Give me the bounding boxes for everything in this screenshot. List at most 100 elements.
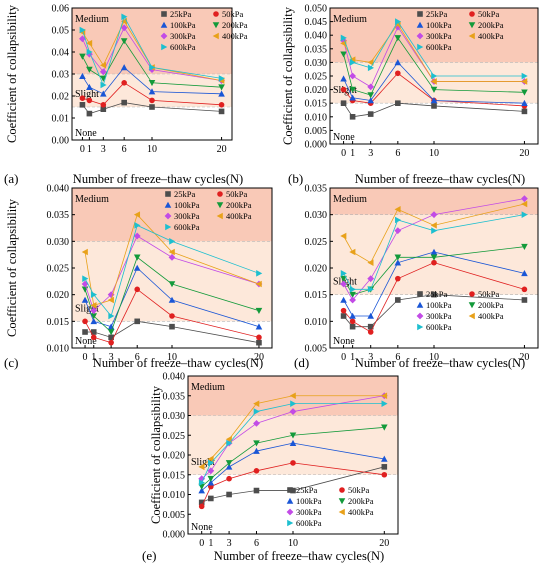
x-tick-label: 6 <box>254 538 259 549</box>
data-point-100kPa <box>340 296 347 303</box>
y-axis-label: Coefficient of collapsibility <box>281 6 295 145</box>
data-point-25kPa <box>134 318 141 325</box>
data-point-200kPa <box>90 313 98 320</box>
legend-label-100kPa: 100kPa <box>174 200 200 210</box>
data-point-400kPa <box>86 39 93 47</box>
legend-marker-600kPa <box>417 323 424 331</box>
data-point-100kPa <box>289 439 297 446</box>
x-tick-label: 3 <box>109 352 114 363</box>
y-tick-label: 0.035 <box>47 210 70 221</box>
legend-marker-25kPa <box>161 11 167 17</box>
legend-label-200kPa: 200kPa <box>226 200 252 210</box>
legend-label-300kPa: 300kPa <box>426 311 452 321</box>
legend-marker-100kPa <box>416 301 424 308</box>
legend-label-100kPa: 100kPa <box>296 496 322 506</box>
x-tick-label: 3 <box>227 538 232 549</box>
data-point-50kPa <box>256 334 262 341</box>
legend-marker-200kPa <box>468 22 476 29</box>
series-line-600kPa <box>82 15 222 87</box>
data-point-200kPa <box>253 440 260 447</box>
data-point-300kPa <box>207 467 215 475</box>
data-point-200kPa <box>521 243 528 250</box>
y-tick-label: 0.010 <box>163 490 186 501</box>
legend-marker-400kPa <box>468 32 475 40</box>
series-line-100kPa <box>82 66 222 95</box>
legend: 25kPa 50kPa 100kPa 200kPa 300kPa 400kPa 600kPa <box>160 9 248 52</box>
x-tick-label: 0 <box>341 148 346 159</box>
data-point-400kPa <box>198 463 205 471</box>
data-point-100kPa <box>133 264 141 271</box>
data-point-100kPa <box>81 296 89 303</box>
y-tick-label: 0.035 <box>163 391 186 402</box>
data-point-50kPa <box>134 286 141 293</box>
legend-marker-100kPa <box>160 21 168 28</box>
data-point-600kPa <box>100 81 107 89</box>
data-point-100kPa <box>381 455 388 462</box>
data-point-400kPa <box>521 78 528 85</box>
data-point-25kPa <box>340 100 347 106</box>
series-line-50kPa <box>201 462 385 507</box>
zone-label-slight: Slight <box>75 89 99 100</box>
legend-label-600kPa: 600kPa <box>170 42 196 52</box>
legend-label-50kPa: 50kPa <box>222 9 243 19</box>
y-tick-label: 0.020 <box>163 451 186 462</box>
legend-marker-600kPa <box>161 43 168 51</box>
x-tick-label: 1 <box>208 538 213 549</box>
data-point-600kPa <box>169 238 176 245</box>
data-point-200kPa <box>79 53 86 60</box>
series-line-200kPa <box>343 37 525 96</box>
legend: 25kPa 50kPa 100kPa 200kPa 300kPa 400kPa 600kPa <box>416 9 504 52</box>
panel-b: NoneSlightMedium0.0000.0050.0100.0150.02… <box>281 4 539 186</box>
data-point-600kPa <box>218 75 225 82</box>
zone-label-medium: Medium <box>75 194 109 205</box>
y-tick-label: 0.050 <box>305 4 328 15</box>
data-point-25kPa <box>395 100 401 106</box>
x-tick-label: 1 <box>350 352 355 363</box>
data-point-50kPa <box>149 97 155 104</box>
y-tick-label: 0.020 <box>305 264 328 275</box>
legend-marker-300kPa <box>286 508 294 516</box>
data-point-100kPa <box>168 296 176 303</box>
data-point-200kPa <box>255 307 263 314</box>
data-point-100kPa <box>349 94 356 101</box>
data-point-300kPa <box>90 307 98 315</box>
data-point-25kPa <box>367 111 374 117</box>
zone-label-none: None <box>75 336 97 347</box>
data-point-600kPa <box>121 13 128 21</box>
data-point-25kPa <box>90 329 97 335</box>
x-tick-label: 3 <box>368 148 373 159</box>
data-point-200kPa <box>349 86 356 93</box>
data-point-25kPa <box>431 291 437 298</box>
legend-label-25kPa: 25kPa <box>170 9 191 19</box>
x-tick-label: 10 <box>167 352 177 363</box>
legend-marker-100kPa <box>416 21 424 28</box>
legend-marker-600kPa <box>287 519 294 527</box>
legend-marker-100kPa <box>164 201 172 208</box>
panel-d: NoneSlightMedium0.0050.0100.0150.0200.02… <box>294 184 539 370</box>
legend-label-50kPa: 50kPa <box>226 189 247 199</box>
data-point-25kPa <box>395 297 401 303</box>
zone-band-none <box>72 107 232 140</box>
y-tick-label: 0.040 <box>305 31 328 42</box>
data-point-600kPa <box>521 72 528 80</box>
x-tick-label: 1 <box>87 144 92 155</box>
data-point-300kPa <box>367 83 375 91</box>
y-tick-label: 0.06 <box>52 4 70 15</box>
zone-band-medium <box>72 8 232 74</box>
legend-marker-50kPa <box>469 11 475 17</box>
data-point-100kPa <box>521 99 528 106</box>
legend-marker-400kPa <box>468 312 475 320</box>
data-point-300kPa <box>349 72 357 80</box>
data-point-25kPa <box>256 339 262 346</box>
data-point-100kPa <box>207 479 215 486</box>
data-point-200kPa <box>218 84 225 91</box>
legend-label-400kPa: 400kPa <box>226 211 252 221</box>
legend-marker-200kPa <box>338 498 346 505</box>
data-point-300kPa <box>107 291 115 299</box>
data-point-200kPa <box>521 89 528 96</box>
data-point-400kPa <box>430 222 437 229</box>
data-point-200kPa <box>86 66 93 73</box>
legend-marker-200kPa <box>468 302 476 309</box>
data-point-50kPa <box>100 102 107 108</box>
